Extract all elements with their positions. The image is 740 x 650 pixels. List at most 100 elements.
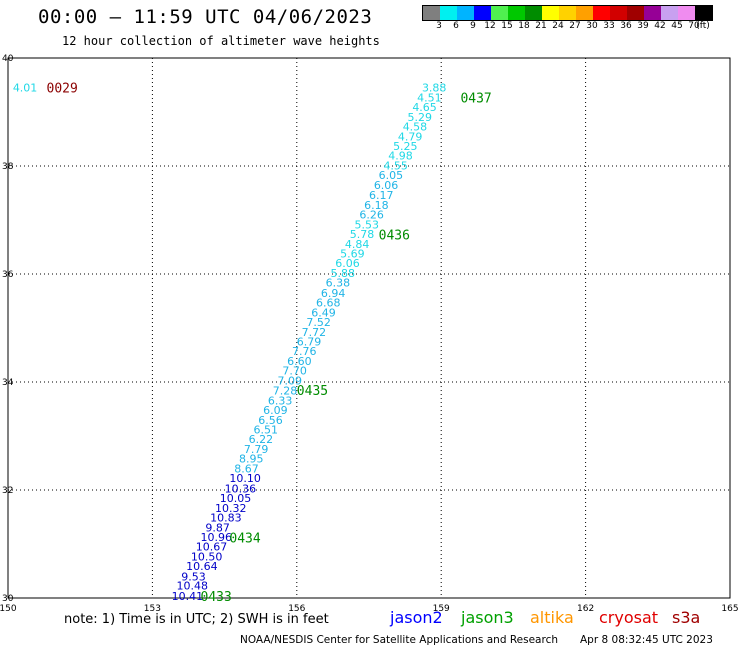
wave-height-point: 4.84 bbox=[345, 238, 370, 251]
wave-height-point: 6.33 bbox=[268, 394, 293, 407]
x-tick-label: 150 bbox=[0, 604, 17, 614]
colorbar-swatch bbox=[423, 6, 440, 20]
wave-height-point: 10.41 bbox=[172, 590, 204, 603]
wave-height-point: 6.79 bbox=[297, 336, 322, 349]
wave-height-point: 8.67 bbox=[234, 462, 259, 475]
wave-height-point: 6.22 bbox=[249, 433, 274, 446]
wave-height-point: 10.64 bbox=[186, 560, 218, 573]
y-tick-label: 36 bbox=[2, 270, 14, 280]
colorbar-label: 15 bbox=[501, 21, 513, 31]
colorbar-swatch bbox=[593, 6, 610, 20]
colorbar-label: 9 bbox=[470, 21, 476, 31]
colorbar-swatch bbox=[440, 6, 457, 20]
wave-height-point: 6.51 bbox=[253, 424, 277, 437]
wave-height-point: 5.78 bbox=[350, 228, 375, 241]
colorbar-swatch bbox=[678, 6, 695, 20]
wave-height-point: 10.50 bbox=[191, 550, 223, 563]
colorbar-swatch bbox=[474, 6, 491, 20]
colorbar-label: 12 bbox=[484, 21, 496, 31]
wave-height-point: 4.51 bbox=[417, 91, 442, 104]
x-tick-label: 165 bbox=[721, 604, 738, 614]
wave-height-point: 5.88 bbox=[330, 267, 355, 280]
x-tick-label: 156 bbox=[288, 604, 305, 614]
wave-height-point: 5.69 bbox=[340, 247, 365, 260]
generated-timestamp: Apr 8 08:32:45 UTC 2023 bbox=[580, 634, 713, 646]
wave-height-point: 8.95 bbox=[239, 453, 263, 466]
colorbar-labels: 3 6 9 12 15 18 21 24 27 30 33 36 39 42 45 70 (ft) bbox=[422, 21, 740, 33]
wave-height-point: 6.49 bbox=[311, 306, 336, 319]
time-label: 0029 bbox=[47, 82, 78, 97]
wave-height-point: 7.70 bbox=[282, 365, 307, 378]
x-tick-label: 162 bbox=[577, 604, 594, 614]
wave-height-point: 4.01 bbox=[13, 82, 37, 95]
wave-height-point: 7.09 bbox=[278, 374, 303, 387]
colorbar-label: 6 bbox=[453, 21, 459, 31]
y-tick-label: 32 bbox=[2, 486, 13, 496]
colorbar-swatch bbox=[610, 6, 627, 20]
page-subtitle: 12 hour collection of altimeter wave hei… bbox=[62, 34, 380, 48]
legend-jason2: jason2 bbox=[390, 608, 443, 627]
wave-height-point: 6.56 bbox=[258, 414, 283, 427]
colorbar-swatch bbox=[695, 6, 712, 20]
colorbar-label: 33 bbox=[603, 21, 615, 31]
wave-height-point: 10.83 bbox=[210, 512, 242, 525]
legend-jason3: jason3 bbox=[461, 608, 514, 627]
wave-height-point: 5.25 bbox=[393, 140, 418, 153]
plot-frame bbox=[7, 57, 731, 599]
credit-text: NOAA/NESDIS Center for Satellite Applica… bbox=[240, 634, 558, 646]
y-tick-label: 38 bbox=[2, 162, 14, 172]
wave-height-point: 10.36 bbox=[225, 482, 257, 495]
wave-height-point: 7.76 bbox=[292, 345, 317, 358]
colorbar-swatch bbox=[644, 6, 661, 20]
colorbar-label: 39 bbox=[637, 21, 649, 31]
wave-height-point: 6.09 bbox=[263, 404, 288, 417]
time-label: 0437 bbox=[460, 91, 491, 106]
wave-height-point: 10.96 bbox=[201, 531, 233, 544]
wave-height-point: 6.05 bbox=[379, 169, 404, 182]
wave-height-point: 9.87 bbox=[205, 521, 230, 534]
wave-height-point: 6.26 bbox=[359, 209, 384, 222]
wave-height-point: 6.94 bbox=[321, 287, 346, 300]
y-tick-label: 40 bbox=[2, 54, 14, 64]
colorbar-swatch bbox=[559, 6, 576, 20]
time-label: 0434 bbox=[229, 532, 260, 547]
wave-height-point: 7.28 bbox=[273, 385, 298, 398]
colorbar-label: 21 bbox=[535, 21, 547, 31]
colorbar-swatch bbox=[576, 6, 593, 20]
wave-height-point: 3.88 bbox=[422, 82, 447, 95]
wave-height-point: 4.58 bbox=[403, 121, 428, 134]
wave-height-point: 7.79 bbox=[244, 443, 269, 456]
wave-height-point: 6.38 bbox=[326, 277, 351, 290]
legend-cryosat: cryosat bbox=[599, 608, 659, 627]
legend-altika: altika bbox=[530, 608, 574, 627]
colorbar-swatch bbox=[542, 6, 559, 20]
colorbar-swatch bbox=[508, 6, 525, 20]
colorbar bbox=[422, 5, 713, 21]
x-tick-label: 153 bbox=[144, 604, 161, 614]
wave-height-point: 7.72 bbox=[302, 326, 327, 339]
wave-height-point: 6.06 bbox=[335, 257, 360, 270]
page-title: 00:00 – 11:59 UTC 04/06/2023 bbox=[38, 6, 373, 28]
wave-height-point: 4.98 bbox=[388, 150, 413, 163]
wave-height-point: 6.06 bbox=[374, 179, 399, 192]
colorbar-label: 27 bbox=[569, 21, 581, 31]
wave-height-point: 10.32 bbox=[215, 502, 247, 515]
wave-height-point: 6.60 bbox=[287, 355, 312, 368]
legend-s3a: s3a bbox=[672, 608, 701, 627]
colorbar-swatch bbox=[491, 6, 508, 20]
colorbar-label: 18 bbox=[518, 21, 530, 31]
colorbar-label: 45 bbox=[671, 21, 683, 31]
wave-height-point: 6.18 bbox=[364, 199, 389, 212]
wave-height-point: 4.55 bbox=[383, 159, 408, 172]
colorbar-label: 24 bbox=[552, 21, 564, 31]
wave-height-point: 10.67 bbox=[196, 541, 228, 554]
y-tick-label: 30 bbox=[2, 594, 14, 604]
time-label: 0433 bbox=[201, 590, 232, 605]
wave-height-point: 6.68 bbox=[316, 297, 341, 310]
x-tick-label: 159 bbox=[433, 604, 450, 614]
footer-note: note: 1) Time is in UTC; 2) SWH is in fe… bbox=[64, 612, 329, 627]
colorbar-label: 3 bbox=[436, 21, 442, 31]
wave-height-point: 5.29 bbox=[408, 111, 433, 124]
wave-height-point: 4.65 bbox=[412, 101, 437, 114]
